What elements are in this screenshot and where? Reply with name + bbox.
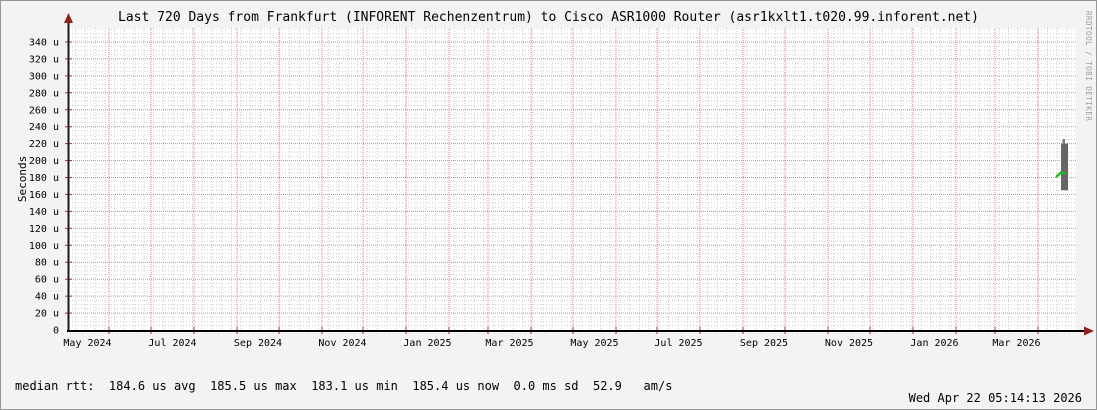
y-tick-label: 20 u [35, 309, 59, 320]
x-tick-label: Nov 2024 [318, 338, 366, 349]
y-tick-label: 320 u [29, 54, 59, 65]
plot-background [69, 28, 1076, 331]
rrdtool-watermark: RRDTOOL / TOBI OETIKER [1084, 11, 1093, 122]
y-tick-label: 180 u [29, 173, 59, 184]
y-tick-label: 260 u [29, 105, 59, 116]
x-tick-label: Nov 2025 [825, 338, 873, 349]
x-tick-label: Jul 2024 [148, 338, 196, 349]
smoke-band [1061, 143, 1068, 191]
smoke-band-tip [1062, 139, 1065, 145]
x-tick-label: Sep 2024 [234, 338, 282, 349]
x-tick-label: Mar 2026 [992, 338, 1040, 349]
median-line [1055, 171, 1067, 178]
graph-timestamp: Wed Apr 22 05:14:13 2026 [908, 391, 1082, 405]
y-tick-label: 280 u [29, 88, 59, 99]
y-tick-label: 160 u [29, 190, 59, 201]
y-tick-label: 200 u [29, 156, 59, 167]
y-tick-label: 100 u [29, 241, 59, 252]
median-rtt-stats: median rtt: 184.6 us avg 185.5 us max 18… [15, 379, 673, 393]
y-tick-label: 300 u [29, 71, 59, 82]
y-tick-label: 340 u [29, 38, 59, 49]
x-axis-arrow-icon [1084, 326, 1094, 336]
grid-major [69, 28, 1076, 330]
x-tick-label: May 2025 [570, 338, 618, 349]
chart-title: Last 720 Days from Frankfurt (INFORENT R… [118, 10, 979, 25]
y-tick-label: 0 [53, 326, 59, 337]
y-axis-arrow-icon [64, 13, 73, 23]
y-tick-label: 40 u [35, 292, 59, 303]
chart-legend: median rtt: 184.6 us avg 185.5 us max 18… [15, 348, 673, 409]
y-axis-title: Seconds [16, 156, 29, 202]
x-tick-label: May 2024 [63, 338, 111, 349]
y-tick-label: 80 u [35, 258, 59, 269]
x-tick-label: Jul 2025 [654, 338, 702, 349]
y-tick-label: 120 u [29, 224, 59, 235]
y-tick-label: 60 u [35, 275, 59, 286]
y-tick-label: 240 u [29, 122, 59, 133]
x-tick-label: Jan 2025 [403, 338, 451, 349]
y-tick-label: 140 u [29, 207, 59, 218]
x-tick-label: Mar 2025 [485, 338, 533, 349]
x-tick-label: Sep 2025 [740, 338, 788, 349]
y-tick-label: 220 u [29, 139, 59, 150]
x-tick-label: Jan 2026 [910, 338, 958, 349]
